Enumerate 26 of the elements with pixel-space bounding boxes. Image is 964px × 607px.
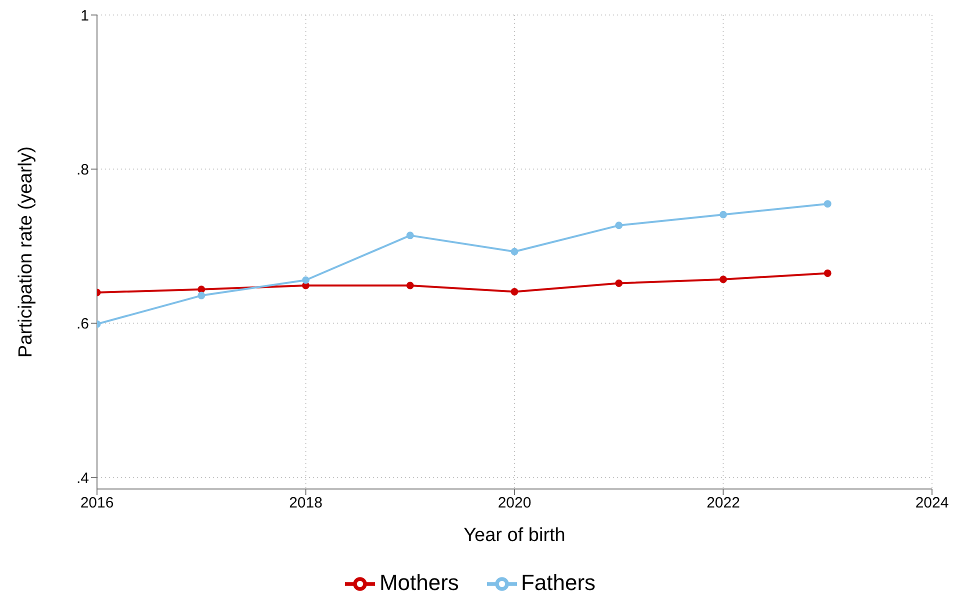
y-tick-label: .8 — [76, 161, 89, 178]
point — [615, 279, 623, 287]
point — [615, 222, 623, 230]
x-tick-label: 2018 — [289, 494, 322, 512]
point — [198, 292, 206, 300]
point — [824, 200, 832, 208]
x-tick-label: 2022 — [706, 494, 740, 512]
y-tick-label: 1 — [80, 7, 89, 24]
point — [302, 276, 310, 284]
point — [198, 286, 206, 294]
y-axis-title: Participation rate (yearly) — [16, 146, 37, 358]
point — [406, 282, 414, 290]
point — [720, 210, 727, 218]
x-axis-title: Year of birth — [464, 525, 566, 546]
point — [406, 232, 414, 240]
point — [720, 276, 727, 284]
point — [510, 288, 518, 296]
x-tick-label: 2016 — [80, 494, 114, 512]
point — [510, 248, 518, 256]
legend-label: Fathers — [520, 570, 596, 595]
y-tick-label: .4 — [76, 470, 89, 487]
y-tick-label: .6 — [76, 316, 89, 333]
point — [824, 269, 832, 277]
x-tick-label: 2020 — [498, 494, 532, 512]
legend-label: Mothers — [379, 570, 459, 595]
x-tick-label: 2024 — [915, 494, 949, 512]
